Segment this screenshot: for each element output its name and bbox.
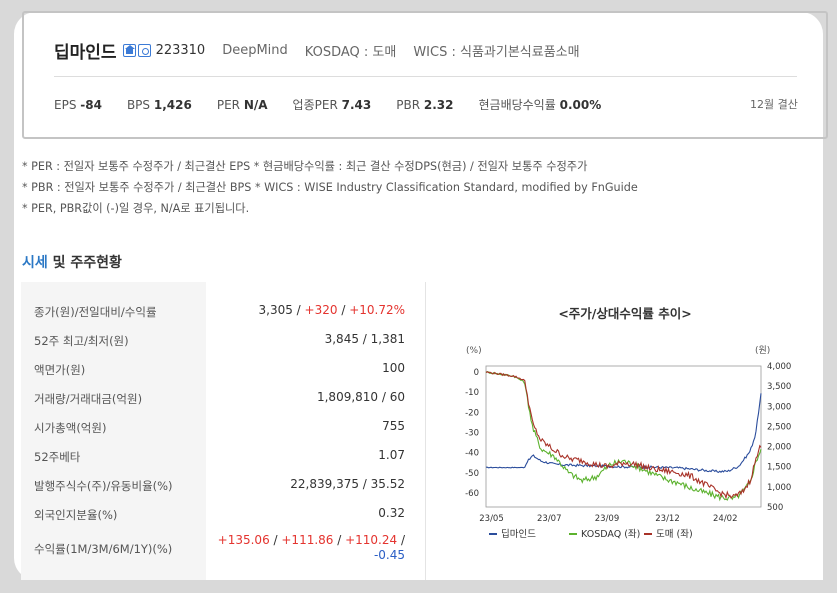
left-tick-label: 0 <box>474 368 479 378</box>
company-name: 딥마인드 <box>54 43 117 63</box>
metric-pbr: PBR 2.32 <box>396 97 454 112</box>
right-tick-label: 2,500 <box>767 422 791 432</box>
left-tick-label: -40 <box>465 449 479 459</box>
legend-label: 도매 (좌) <box>656 529 693 540</box>
row-value: 100 <box>382 361 405 375</box>
price-table-value-column <box>206 282 425 580</box>
stock-code: 223310 <box>155 43 206 58</box>
table-row: 액면가(원) 100 <box>21 354 425 383</box>
x-tick-label: 23/05 <box>479 514 504 524</box>
price-table: 종가(원)/전일대비/수익률 3,305 / +320 / +10.72% 52… <box>21 282 425 580</box>
x-tick-label: 23/09 <box>595 514 620 524</box>
left-tick-label: -60 <box>465 489 479 499</box>
row-label: 수익률(1M/3M/6M/1Y)(%) <box>34 542 173 556</box>
plot-area <box>485 365 762 508</box>
footnotes: * PER : 전일자 보통주 수정주가 / 최근결산 EPS * 현금배당수익… <box>22 156 638 219</box>
table-row: 52주 최고/최저(원) 3,845 / 1,381 <box>21 325 425 354</box>
rss-icon[interactable] <box>137 44 151 57</box>
row-label: 발행주식수(주)/유동비율(%) <box>34 479 173 493</box>
row-label: 종가(원)/전일대비/수익률 <box>34 305 157 319</box>
series-line <box>485 370 762 502</box>
row-value: 1,809,810 / 60 <box>316 390 405 404</box>
right-axis-label: (원) <box>755 345 770 356</box>
chart-panel: <주가/상대수익률 추이> (%) (원) 0 -10 -20 -30 -40 -50 -60 4… <box>425 282 823 580</box>
footnote-negative: * PER, PBR값이 (-)일 경우, N/A로 표기됩니다. <box>22 202 250 215</box>
row-label: 외국인지분율(%) <box>34 508 118 522</box>
footnote-pbr: * PBR : 전일자 보통주 수정주가 / 최근결산 BPS * WICS :… <box>22 181 638 194</box>
x-tick-label: 23/07 <box>537 514 562 524</box>
table-row: 외국인지분율(%) 0.32 <box>21 499 425 528</box>
series-line <box>486 393 762 474</box>
returns-value: +135.06 / +111.86 / +110.24 / -0.45 <box>217 533 405 562</box>
row-label: 거래량/거래대금(억원) <box>34 392 143 406</box>
table-row: 종가(원)/전일대비/수익률 3,305 / +320 / +10.72% <box>21 296 425 325</box>
market-info: KOSDAQ : 도매 <box>304 45 397 60</box>
series-line <box>485 371 762 500</box>
table-row: 시가총액(억원) 755 <box>21 412 425 441</box>
right-tick-label: 4,000 <box>767 362 791 372</box>
right-tick-label: 1,000 <box>767 483 791 493</box>
section-title: 시세 및 주주현황 <box>22 255 122 271</box>
left-axis-label: (%) <box>466 346 482 356</box>
metric-per: PER N/A <box>216 97 268 112</box>
company-title-row: 딥마인드 223310 DeepMind KOSDAQ : 도매 WICS : … <box>54 38 597 63</box>
table-row: 수익률(1M/3M/6M/1Y)(%) +135.06 / +111.86 / … <box>21 532 425 572</box>
english-name: DeepMind <box>222 43 288 58</box>
settlement-month: 12월 결산 <box>750 98 798 111</box>
right-tick-label: 3,000 <box>767 402 791 412</box>
row-value: 755 <box>382 419 405 433</box>
chart-title: <주가/상대수익률 추이> <box>558 306 692 321</box>
right-tick-label: 2,000 <box>767 443 791 453</box>
x-tick-label: 24/02 <box>713 514 738 524</box>
row-value: 22,839,375 / 35.52 <box>290 477 405 491</box>
row-label: 52주베타 <box>34 450 81 464</box>
row-label: 52주 최고/최저(원) <box>34 334 129 348</box>
wics-info: WICS : 식품과기본식료품소매 <box>413 45 580 60</box>
left-tick-label: -10 <box>465 388 479 398</box>
table-row: 발행주식수(주)/유동비율(%) 22,839,375 / 35.52 <box>21 470 425 499</box>
row-label: 시가총액(억원) <box>34 421 107 435</box>
right-tick-label: 1,500 <box>767 463 791 473</box>
row-value: 0.32 <box>378 506 405 520</box>
right-tick-label: 3,500 <box>767 382 791 392</box>
home-icon[interactable] <box>122 44 136 57</box>
metric-eps: EPS -84 <box>54 97 102 112</box>
table-row: 거래량/거래대금(억원) 1,809,810 / 60 <box>21 383 425 412</box>
row-value: 3,845 / 1,381 <box>324 332 405 346</box>
right-tick-label: 500 <box>767 503 783 513</box>
price-return-chart: (%) (원) 0 -10 -20 -30 -40 -50 -60 4,000 3,500 3,000… <box>465 345 791 540</box>
left-tick-label: -50 <box>465 469 479 479</box>
x-tick-label: 23/12 <box>655 514 680 524</box>
row-label: 액면가(원) <box>34 363 86 377</box>
row-value: 1.07 <box>378 448 405 462</box>
legend-label: 딥마인드 <box>501 528 536 540</box>
metrics-row: EPS -84 BPS 1,426 PER N/A 업종PER 7.43 PBR… <box>54 96 626 113</box>
metric-dividend-yield: 현금배당수익률 0.00% <box>478 98 602 112</box>
header-divider <box>54 76 797 77</box>
metric-bps: BPS 1,426 <box>126 97 192 112</box>
footnote-per: * PER : 전일자 보통주 수정주가 / 최근결산 EPS * 현금배당수익… <box>22 160 588 173</box>
left-tick-label: -30 <box>465 428 479 438</box>
close-price-value: 3,305 / +320 / +10.72% <box>258 303 405 317</box>
table-row: 52주베타 1.07 <box>21 441 425 470</box>
left-tick-label: -20 <box>465 408 479 418</box>
metric-industry-per: 업종PER 7.43 <box>292 98 372 112</box>
legend-label: KOSDAQ (좌) <box>581 529 640 540</box>
